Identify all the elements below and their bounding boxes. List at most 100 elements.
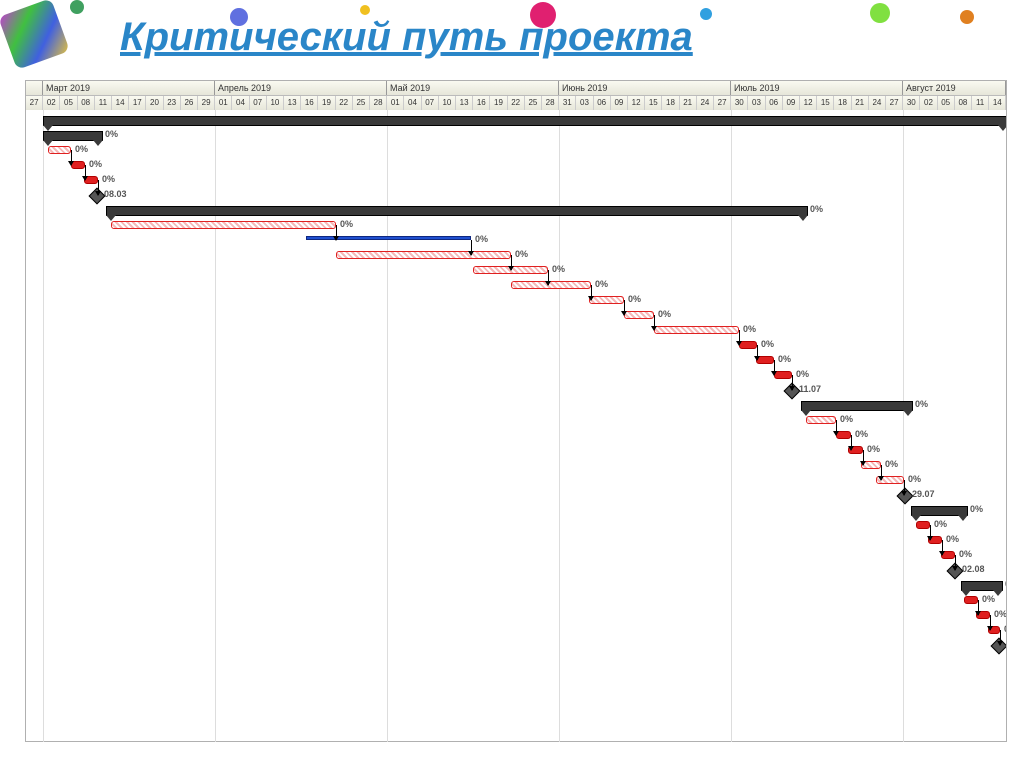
day-cell: 16 xyxy=(301,96,318,110)
day-cell: 12 xyxy=(800,96,817,110)
day-cell: 27 xyxy=(714,96,731,110)
decoration-dot xyxy=(960,10,974,24)
day-cell: 23 xyxy=(164,96,181,110)
day-cell: 08 xyxy=(78,96,95,110)
task-bar xyxy=(111,221,336,229)
month-cell: Апрель 2019 xyxy=(215,81,387,95)
task-label: 0% xyxy=(475,234,488,244)
chart-body: 0%0%0%0%0%08.030%0%0%0%0%0%0%0%0%0%0%0%1… xyxy=(26,110,1006,742)
decoration-dot xyxy=(700,8,712,20)
task-label: 0% xyxy=(867,444,880,454)
task-label: 0% xyxy=(658,309,671,319)
day-cell: 29 xyxy=(198,96,215,110)
task-label: 0% xyxy=(885,459,898,469)
day-cell: 04 xyxy=(404,96,421,110)
day-cell: 18 xyxy=(834,96,851,110)
day-cell: 06 xyxy=(594,96,611,110)
gantt-chart: Март 2019Апрель 2019Май 2019Июнь 2019Июл… xyxy=(25,80,1007,742)
task-bar xyxy=(336,251,511,259)
task-label: 0% xyxy=(105,129,118,139)
task-bar xyxy=(306,236,471,240)
task-label: 0% xyxy=(89,159,102,169)
day-cell: 03 xyxy=(748,96,765,110)
task-bar xyxy=(624,311,654,319)
day-cell: 31 xyxy=(559,96,576,110)
day-cell: 06 xyxy=(766,96,783,110)
day-cell: 15 xyxy=(817,96,834,110)
task-label: 0% xyxy=(1004,624,1006,634)
day-cell: 11 xyxy=(95,96,112,110)
task-bar xyxy=(589,296,624,304)
task-label: 11.07 xyxy=(799,384,821,394)
day-cell: 07 xyxy=(250,96,267,110)
decoration-dot xyxy=(70,0,84,14)
day-cell: 07 xyxy=(422,96,439,110)
task-label: 0% xyxy=(994,609,1006,619)
task-label: 0% xyxy=(340,219,353,229)
task-label: 0% xyxy=(743,324,756,334)
day-cell: 01 xyxy=(387,96,404,110)
task-bar xyxy=(511,281,591,289)
task-label: 0% xyxy=(796,369,809,379)
day-cell: 24 xyxy=(869,96,886,110)
day-cell: 03 xyxy=(576,96,593,110)
task-label: 0% xyxy=(778,354,791,364)
day-cell: 25 xyxy=(353,96,370,110)
day-cell: 14 xyxy=(989,96,1006,110)
task-label: 0% xyxy=(810,204,823,214)
task-label: 0% xyxy=(855,429,868,439)
day-cell: 25 xyxy=(525,96,542,110)
day-cell: 24 xyxy=(697,96,714,110)
task-label: 0% xyxy=(970,504,983,514)
day-cell: 02 xyxy=(43,96,60,110)
day-cell: 15 xyxy=(645,96,662,110)
day-cell: 20 xyxy=(146,96,163,110)
month-cell: Март 2019 xyxy=(43,81,215,95)
summary-bar xyxy=(801,401,913,411)
day-cell: 26 xyxy=(181,96,198,110)
day-cell: 05 xyxy=(60,96,77,110)
day-cell: 16 xyxy=(473,96,490,110)
month-cell: Июль 2019 xyxy=(731,81,903,95)
day-cell: 27 xyxy=(886,96,903,110)
summary-bar xyxy=(106,206,808,216)
day-cell: 10 xyxy=(439,96,456,110)
summary-bar xyxy=(911,506,968,516)
task-label: 0% xyxy=(1005,579,1006,589)
task-label: 0% xyxy=(840,414,853,424)
task-label: 02.08 xyxy=(962,564,985,574)
task-label: 0% xyxy=(959,549,972,559)
day-cell: 30 xyxy=(903,96,920,110)
day-cell: 02 xyxy=(920,96,937,110)
decoration-dot xyxy=(870,3,890,23)
task-label: 0% xyxy=(982,594,995,604)
day-cell: 21 xyxy=(852,96,869,110)
day-cell: 19 xyxy=(318,96,335,110)
day-cell: 17 xyxy=(129,96,146,110)
month-cell: Май 2019 xyxy=(387,81,559,95)
day-cell: 28 xyxy=(542,96,559,110)
day-cell: 13 xyxy=(284,96,301,110)
task-label: 0% xyxy=(595,279,608,289)
day-cell: 04 xyxy=(232,96,249,110)
summary-bar xyxy=(43,116,1006,126)
task-label: 0% xyxy=(915,399,928,409)
day-cell: 11 xyxy=(972,96,989,110)
day-cell: 01 xyxy=(215,96,232,110)
day-cell: 22 xyxy=(336,96,353,110)
day-cell: 30 xyxy=(731,96,748,110)
task-bar xyxy=(916,521,930,529)
task-bar xyxy=(654,326,739,334)
day-cell: 05 xyxy=(938,96,955,110)
summary-bar xyxy=(43,131,103,141)
day-cell: 14 xyxy=(112,96,129,110)
month-cell: Август 2019 xyxy=(903,81,1006,95)
timeline-header: Март 2019Апрель 2019Май 2019Июнь 2019Июл… xyxy=(26,81,1006,110)
task-bar xyxy=(48,146,71,154)
task-label: 0% xyxy=(761,339,774,349)
day-cell: 28 xyxy=(370,96,387,110)
day-cell: 19 xyxy=(490,96,507,110)
task-label: 29.07 xyxy=(912,489,935,499)
month-cell: Июнь 2019 xyxy=(559,81,731,95)
page-title: Критический путь проекта xyxy=(120,15,693,60)
